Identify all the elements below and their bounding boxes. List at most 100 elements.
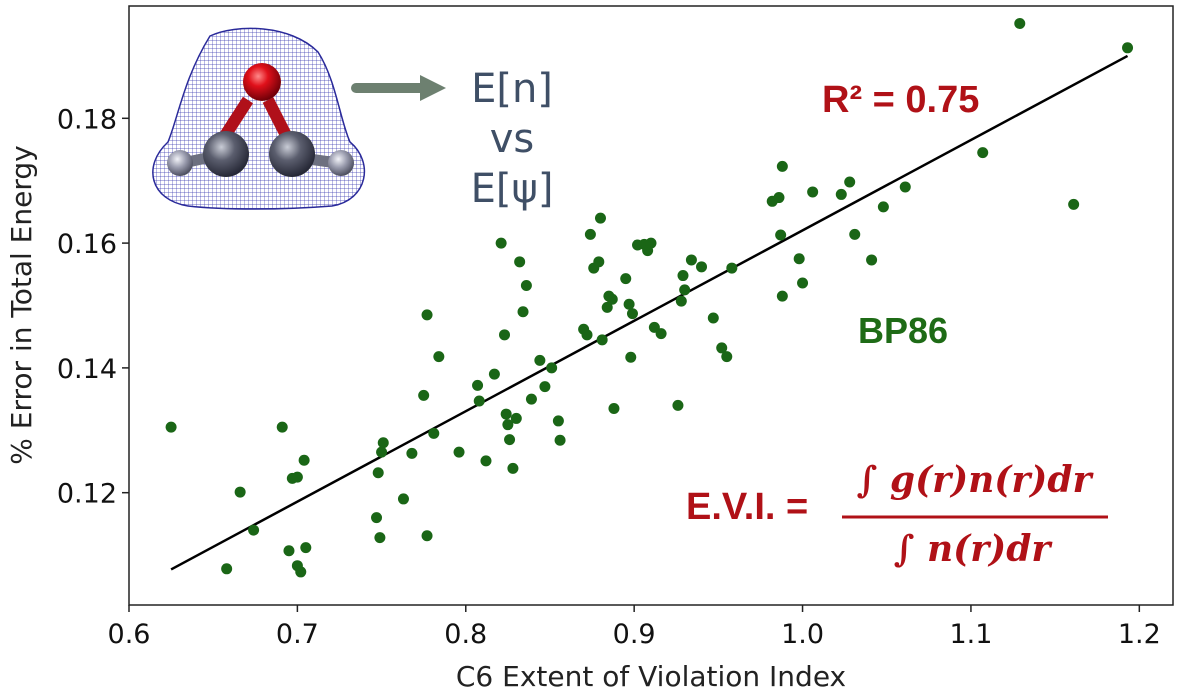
x-tick-label: 0.7 — [276, 619, 319, 650]
data-point — [593, 256, 605, 268]
data-point — [374, 532, 386, 544]
data-point — [283, 545, 295, 557]
y-tick-label: 0.18 — [57, 104, 117, 135]
data-point — [165, 421, 177, 433]
data-point — [499, 329, 511, 341]
y-tick-label: 0.14 — [57, 354, 117, 385]
data-point — [472, 379, 484, 391]
data-point — [716, 342, 728, 354]
data-point — [775, 229, 787, 241]
data-point — [685, 254, 697, 266]
data-point — [620, 273, 632, 285]
data-point — [672, 399, 684, 411]
data-point — [428, 427, 440, 439]
x-tick-label: 1.1 — [949, 619, 992, 650]
data-point — [421, 530, 433, 542]
data-point — [376, 446, 388, 458]
data-point — [520, 280, 532, 292]
data-point — [488, 368, 500, 380]
data-point — [899, 181, 911, 193]
data-point — [623, 298, 635, 310]
data-point — [601, 301, 613, 313]
data-point — [276, 421, 288, 433]
x-tick-label: 1.0 — [781, 619, 824, 650]
data-point — [844, 176, 856, 188]
data-point — [534, 354, 546, 366]
data-point — [397, 493, 409, 505]
data-point — [696, 261, 708, 273]
data-point — [510, 412, 522, 424]
x-tick-label: 1.2 — [1118, 619, 1161, 650]
data-point — [495, 237, 507, 249]
data-point — [594, 212, 606, 224]
epsi-label: E[ψ] — [471, 166, 554, 212]
data-point — [835, 188, 847, 200]
data-point — [517, 306, 529, 318]
x-axis-title: C6 Extent of Violation Index — [456, 660, 846, 693]
data-point — [776, 290, 788, 302]
data-point — [977, 147, 989, 159]
data-point — [525, 393, 537, 405]
data-point — [300, 542, 312, 554]
data-point — [584, 228, 596, 240]
data-point — [625, 351, 637, 363]
data-point — [679, 284, 691, 296]
data-point — [655, 328, 667, 340]
data-point — [421, 309, 433, 321]
data-point — [480, 455, 492, 467]
data-point — [554, 434, 566, 446]
evi-denominator: ∫ n(r)dr — [894, 528, 1054, 570]
y-axis: 0.12 0.14 0.16 0.18 — [57, 104, 129, 510]
data-point — [433, 351, 445, 363]
data-point — [776, 160, 788, 172]
data-point — [797, 277, 809, 289]
y-tick-label: 0.12 — [57, 479, 117, 510]
data-point — [504, 434, 516, 446]
data-point — [707, 312, 719, 324]
oxirene-molecule-icon — [152, 27, 366, 210]
data-point — [1122, 42, 1134, 54]
data-point — [291, 471, 303, 483]
data-point — [248, 524, 260, 536]
en-label: E[n] — [471, 66, 553, 112]
r-squared-label: R² = 0.75 — [822, 79, 979, 121]
data-points — [165, 17, 1134, 578]
data-point — [1068, 198, 1080, 210]
data-point — [773, 192, 785, 204]
data-point — [507, 462, 519, 474]
data-point — [581, 329, 593, 341]
evi-numerator: ∫ g(r)n(r)dr — [857, 459, 1095, 501]
method-label: BP86 — [858, 310, 948, 351]
data-point — [473, 395, 485, 407]
data-point — [596, 334, 608, 346]
data-point — [675, 295, 687, 307]
regression-line — [170, 54, 1129, 571]
data-point — [377, 437, 389, 449]
data-point — [546, 362, 558, 374]
y-tick-label: 0.16 — [57, 229, 117, 260]
y-axis-title: % Error in Total Energy — [5, 145, 38, 464]
data-point — [406, 447, 418, 459]
data-point — [500, 408, 512, 420]
data-point — [677, 270, 689, 282]
x-axis: 0.6 0.7 0.8 0.9 1.0 1.1 1.2 — [108, 605, 1161, 650]
x-tick-label: 0.9 — [613, 619, 656, 650]
data-point — [539, 381, 551, 393]
data-point — [849, 228, 861, 240]
plot-frame — [128, 5, 1174, 606]
data-point — [502, 419, 514, 431]
data-point — [645, 237, 657, 249]
data-point — [721, 351, 733, 363]
arrow-icon — [351, 75, 446, 101]
data-point — [418, 389, 430, 401]
data-point — [1014, 17, 1026, 29]
data-point — [608, 402, 620, 414]
regression-fit — [170, 54, 1129, 571]
data-point — [877, 201, 889, 213]
evi-label: E.V.I. = — [686, 486, 808, 528]
data-point — [298, 454, 310, 466]
data-point — [726, 262, 738, 274]
x-tick-label: 0.6 — [108, 619, 151, 650]
data-point — [514, 256, 526, 268]
